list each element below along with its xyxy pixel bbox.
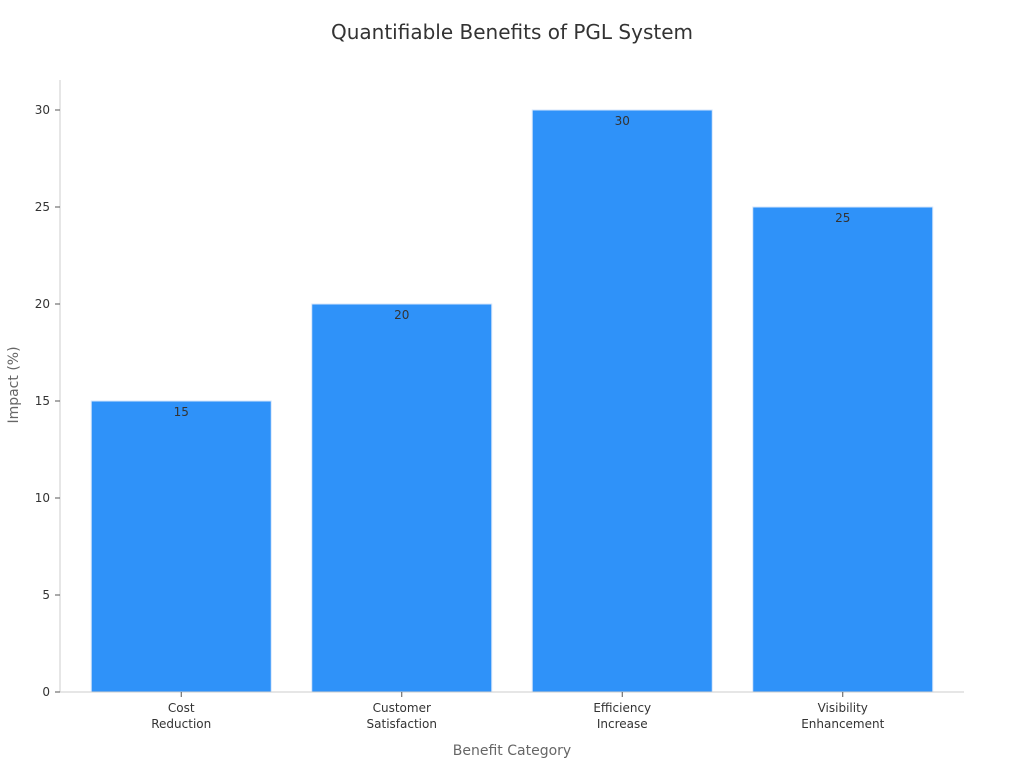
bars-layer — [90, 109, 934, 693]
x-tick-label: Visibility Enhancement — [801, 701, 884, 731]
x-tick-label-line: Increase — [597, 717, 648, 731]
x-tick-label-line: Reduction — [151, 717, 211, 731]
bar — [531, 109, 713, 693]
axes-layer — [59, 80, 964, 693]
x-tick-label-line: Enhancement — [801, 717, 884, 731]
y-axis-title: Impact (%) — [6, 346, 22, 423]
y-tick-label: 0 — [42, 685, 50, 699]
bar-data-label: 20 — [394, 308, 409, 322]
y-tick-label: 20 — [35, 297, 50, 311]
bar-data-label: 15 — [174, 405, 189, 419]
x-tick-label-line: Satisfaction — [367, 717, 437, 731]
bar — [311, 303, 493, 693]
x-tick-label: Efficiency Increase — [593, 701, 651, 731]
bar — [752, 206, 934, 693]
x-tick-label-line: Cost — [168, 701, 195, 715]
bar — [90, 400, 272, 693]
x-axis-title: Benefit Category — [453, 743, 571, 759]
ticks-layer: 0 5 10 15 20 25 30 — [35, 103, 844, 699]
chart-title: Quantifiable Benefits of PGL System — [330, 20, 693, 44]
y-tick-label: 5 — [42, 588, 50, 602]
y-tick-label: 25 — [35, 200, 50, 214]
bar-data-label: 30 — [615, 114, 630, 128]
y-tick-label: 15 — [35, 394, 50, 408]
x-tick-label-line: Visibility — [818, 701, 868, 715]
labels-layer: 15 Cost Reduction 20 Customer Satisfaction 30 E… — [151, 114, 884, 731]
x-tick-label: Cost Reduction — [151, 701, 211, 731]
y-tick-label: 30 — [35, 103, 50, 117]
x-tick-label-line: Efficiency — [593, 701, 651, 715]
x-tick-label: Customer Satisfaction — [367, 701, 437, 731]
y-tick-label: 10 — [35, 491, 50, 505]
bar-data-label: 25 — [835, 211, 850, 225]
x-tick-label-line: Customer — [373, 701, 431, 715]
